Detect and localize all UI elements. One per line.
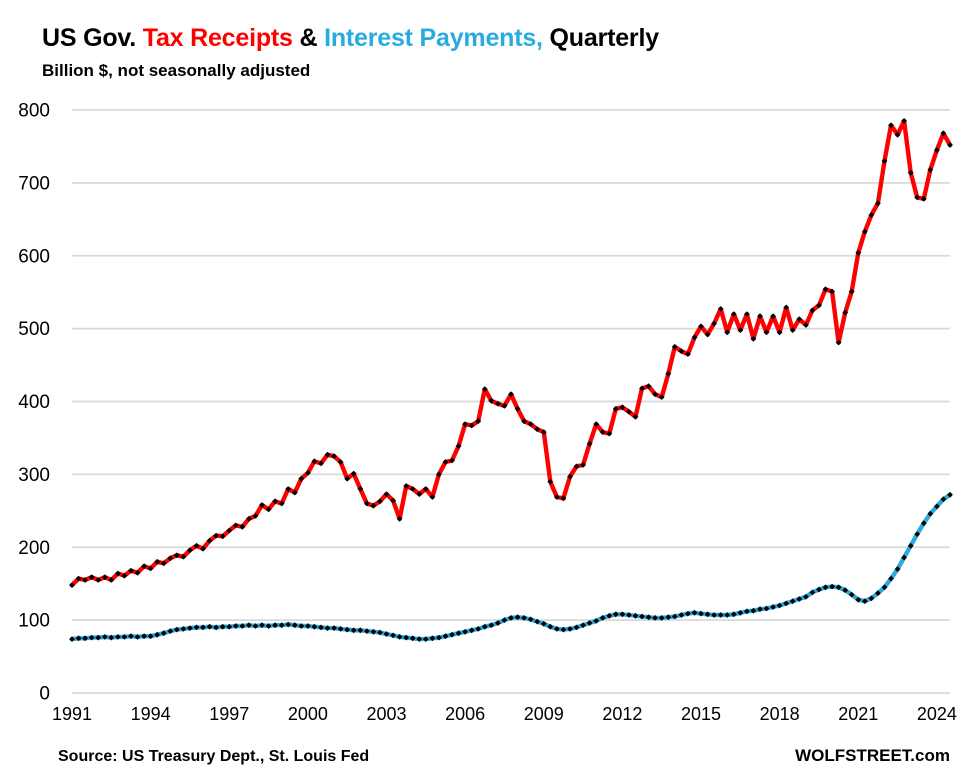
chart-subtitle: Billion $, not seasonally adjusted [42, 61, 311, 80]
tax-receipts-markers [69, 118, 953, 588]
y-axis-tick-label: 400 [18, 392, 50, 413]
chart-title: US Gov. Tax Receipts & Interest Payments… [42, 24, 659, 53]
y-axis-tick-label: 300 [18, 465, 50, 486]
data-series [69, 118, 953, 642]
y-axis-tick-label: 200 [18, 538, 50, 559]
y-axis-labels: 0 100 200 300 400 500 600 700 800 [18, 101, 50, 705]
x-axis-tick-label: 1994 [131, 704, 171, 724]
y-axis-tick-label: 600 [18, 246, 50, 267]
x-axis-tick-label: 2003 [366, 704, 406, 724]
title-segment: Interest Payments, [324, 24, 543, 52]
x-axis-tick-label: 2024 [917, 704, 957, 724]
x-axis-tick-label: 2006 [445, 704, 485, 724]
x-axis-tick-label: 2009 [524, 704, 564, 724]
title-segment: & [292, 24, 325, 52]
y-axis-tick-label: 0 [39, 684, 50, 705]
wolfstreet-branding: WOLFSTREET.com [795, 746, 950, 765]
x-axis-tick-label: 2012 [602, 704, 642, 724]
y-axis-tick-label: 700 [18, 173, 50, 194]
title-segment: US Gov. [42, 24, 143, 52]
y-axis-tick-label: 800 [18, 101, 50, 122]
title-segment: Quarterly [542, 24, 660, 52]
x-axis-tick-label: 1991 [52, 704, 92, 724]
title-segment: Tax Receipts [142, 24, 293, 52]
source-note: Source: US Treasury Dept., St. Louis Fed [58, 748, 370, 765]
gridlines [72, 109, 950, 694]
x-axis-labels: 1991 1994 1997 2000 2003 2006 2009 2012 2015 2018… [52, 704, 957, 724]
tax-receipts-line [69, 118, 953, 588]
x-axis-tick-label: 1997 [209, 704, 249, 724]
x-axis-tick-label: 2000 [288, 704, 328, 724]
y-axis-tick-label: 100 [18, 611, 50, 632]
x-axis-tick-label: 2018 [760, 704, 800, 724]
x-axis-tick-label: 2021 [838, 704, 878, 724]
y-axis-tick-label: 500 [18, 319, 50, 340]
x-axis-tick-label: 2015 [681, 704, 721, 724]
